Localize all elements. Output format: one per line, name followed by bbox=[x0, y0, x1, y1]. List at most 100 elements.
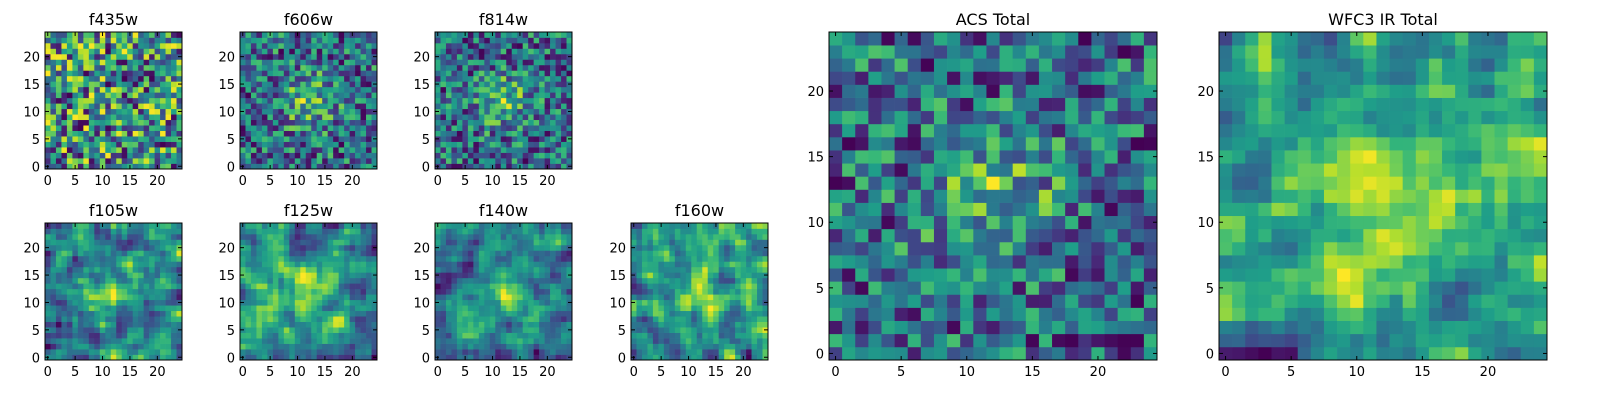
heatmap-cell bbox=[920, 176, 935, 190]
heatmap-cell bbox=[478, 266, 485, 273]
heatmap-cell bbox=[829, 268, 843, 282]
heatmap-cell bbox=[478, 81, 485, 88]
heatmap-cell bbox=[456, 261, 463, 268]
heatmap-cell bbox=[544, 305, 551, 312]
heatmap-cell bbox=[960, 268, 974, 282]
heatmap-cell bbox=[511, 53, 518, 60]
heatmap-cell bbox=[933, 281, 948, 295]
heatmap-cell bbox=[528, 75, 534, 82]
heatmap-cell bbox=[555, 163, 562, 170]
heatmap-cell bbox=[240, 321, 246, 328]
heatmap-cell bbox=[127, 103, 134, 110]
heatmap-cell bbox=[245, 114, 252, 121]
heatmap-cell bbox=[489, 158, 496, 164]
heatmap-cell bbox=[127, 305, 134, 312]
heatmap-cell bbox=[72, 37, 79, 44]
heatmap-cell bbox=[121, 255, 128, 262]
heatmap-cell bbox=[680, 223, 687, 229]
heatmap-cell bbox=[349, 59, 356, 66]
heatmap-cell bbox=[451, 141, 458, 148]
heatmap-cell bbox=[338, 70, 345, 77]
heatmap-cell bbox=[947, 333, 961, 348]
heatmap-cell bbox=[66, 327, 73, 333]
heatmap-cell bbox=[88, 299, 95, 306]
heatmap-cell bbox=[868, 176, 882, 190]
heatmap-cell bbox=[116, 277, 123, 284]
heatmap-cell bbox=[256, 64, 263, 71]
heatmap-cell bbox=[338, 349, 345, 355]
heatmap-cell bbox=[842, 176, 856, 190]
heatmap-cell bbox=[250, 42, 257, 49]
heatmap-cell bbox=[61, 316, 68, 322]
heatmap-cell bbox=[72, 272, 79, 279]
heatmap-cell bbox=[1104, 241, 1118, 256]
heatmap-cell bbox=[171, 327, 177, 333]
heatmap-cell bbox=[349, 86, 356, 93]
heatmap-cell bbox=[522, 108, 529, 115]
heatmap-cell bbox=[132, 53, 139, 60]
heatmap-cell bbox=[511, 141, 518, 148]
heatmap-cell bbox=[555, 332, 562, 339]
heatmap-cell bbox=[757, 321, 763, 328]
heatmap-cell bbox=[484, 250, 491, 257]
heatmap-cell bbox=[261, 233, 268, 240]
heatmap-cell bbox=[894, 215, 909, 230]
heatmap-cell bbox=[127, 283, 134, 290]
heatmap-cell bbox=[366, 305, 372, 312]
heatmap-cell bbox=[489, 233, 496, 240]
heatmap-cell bbox=[478, 228, 485, 235]
heatmap-cell bbox=[489, 266, 496, 273]
heatmap-cell bbox=[138, 119, 144, 126]
heatmap-cell bbox=[842, 281, 856, 295]
heatmap-cell bbox=[66, 64, 73, 71]
x-tick-label: 0 bbox=[630, 365, 638, 380]
heatmap-cell bbox=[544, 239, 551, 246]
heatmap-cell bbox=[121, 59, 128, 66]
heatmap-cell bbox=[718, 250, 725, 257]
heatmap-cell bbox=[746, 272, 752, 279]
heatmap-cell bbox=[278, 75, 285, 82]
heatmap-cell bbox=[451, 103, 458, 110]
heatmap-cell bbox=[440, 233, 447, 240]
heatmap-cell bbox=[61, 261, 68, 268]
heatmap-cell bbox=[154, 255, 161, 262]
heatmap-cell bbox=[66, 97, 73, 104]
heatmap-cell bbox=[366, 261, 372, 268]
heatmap-cell bbox=[110, 141, 117, 148]
heatmap-cell bbox=[250, 158, 257, 164]
heatmap-cell bbox=[435, 266, 441, 273]
heatmap-cell bbox=[473, 223, 480, 229]
heatmap-cell bbox=[371, 125, 378, 131]
heatmap-cell bbox=[550, 239, 556, 246]
heatmap-cell bbox=[456, 283, 463, 290]
heatmap-cell bbox=[333, 48, 339, 55]
heatmap-cell bbox=[171, 75, 177, 82]
heatmap-cell bbox=[72, 239, 79, 246]
heatmap-cell bbox=[294, 244, 301, 251]
heatmap-cell bbox=[528, 327, 534, 333]
heatmap-cell bbox=[500, 59, 507, 66]
heatmap-cell bbox=[143, 272, 150, 279]
heatmap-cell bbox=[473, 349, 480, 355]
heatmap-cell bbox=[333, 141, 339, 148]
heatmap-cell bbox=[647, 321, 654, 328]
heatmap-cell bbox=[300, 75, 307, 82]
heatmap-cell bbox=[566, 294, 573, 301]
heatmap-cell bbox=[99, 250, 106, 257]
heatmap-cell bbox=[278, 81, 285, 88]
heatmap-cell bbox=[344, 64, 350, 71]
heatmap-cell bbox=[1012, 163, 1027, 177]
heatmap-cell bbox=[272, 75, 279, 82]
heatmap-cell bbox=[555, 86, 562, 93]
heatmap-cell bbox=[83, 299, 90, 306]
heatmap-cell bbox=[462, 86, 469, 93]
heatmap-cell bbox=[478, 75, 485, 82]
heatmap-cell bbox=[478, 354, 485, 361]
heatmap-cell bbox=[631, 233, 637, 240]
heatmap-cell bbox=[283, 152, 290, 159]
heatmap-cell bbox=[566, 92, 573, 99]
x-tick-label: 10 bbox=[680, 365, 697, 380]
heatmap-cell bbox=[261, 338, 268, 344]
heatmap-cell bbox=[517, 141, 524, 148]
heatmap-cell bbox=[50, 81, 57, 88]
